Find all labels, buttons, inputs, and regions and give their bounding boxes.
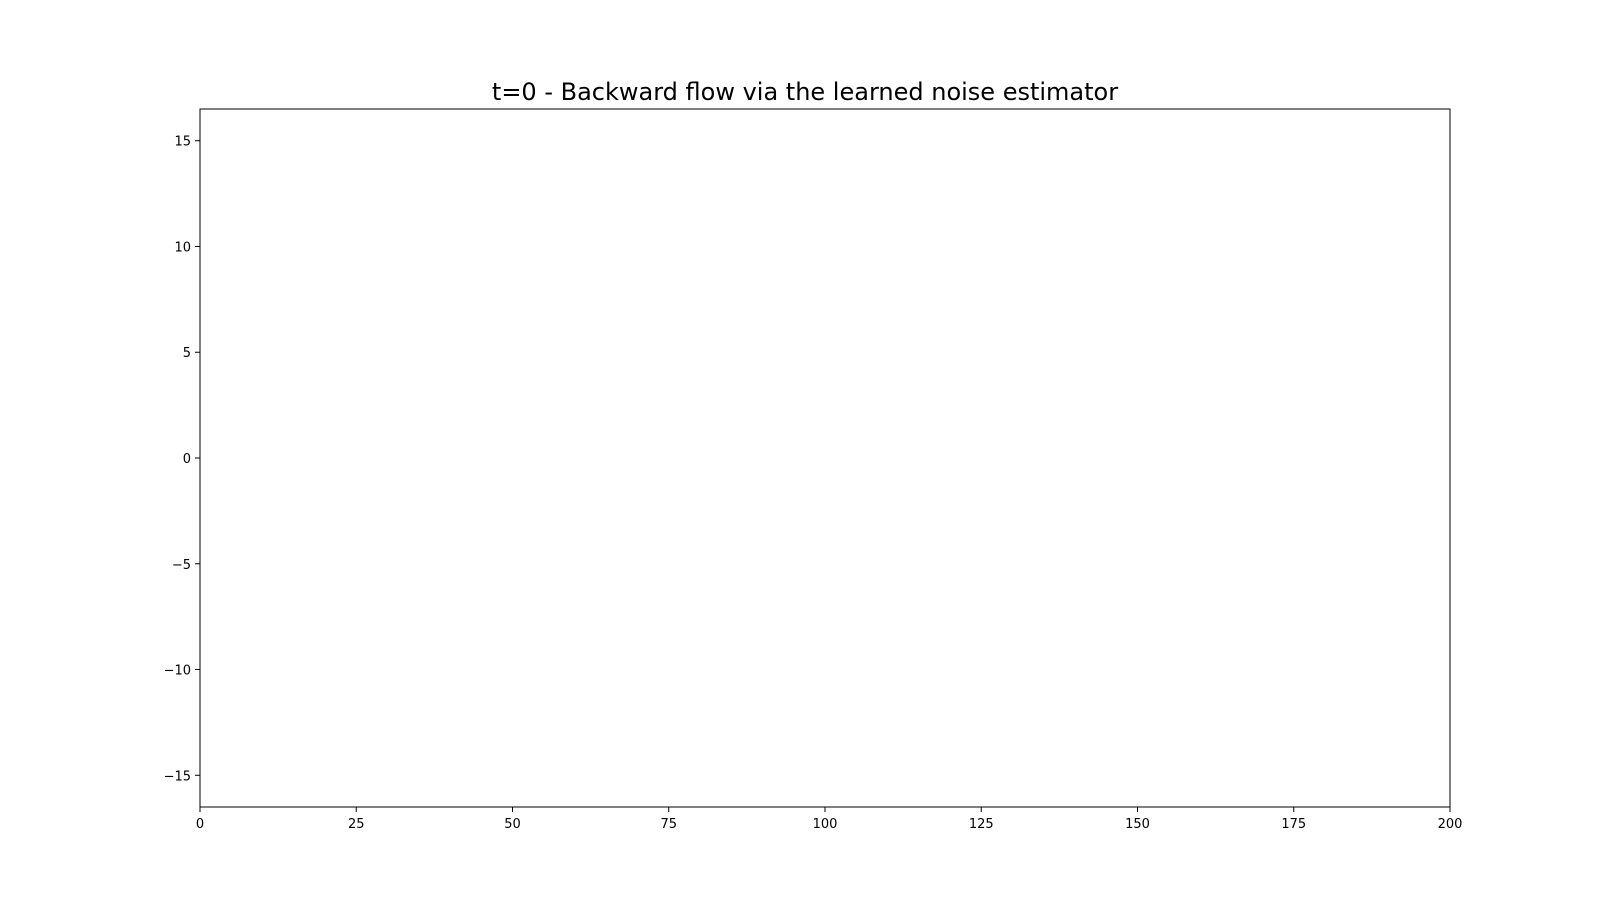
x-tick-label: 25 (348, 817, 365, 832)
chart-title: t=0 - Backward flow via the learned nois… (492, 78, 1118, 106)
x-axis: 0 25 50 75 100 125 150 175 200 (196, 807, 1463, 832)
y-tick-label: 0 (183, 452, 191, 467)
x-tick-label: 75 (660, 817, 677, 832)
y-tick-label: −15 (164, 769, 191, 784)
plot-area (199, 108, 1451, 808)
y-tick-label: 15 (174, 135, 191, 150)
x-tick-label: 0 (196, 817, 204, 832)
x-tick-label: 100 (813, 817, 838, 832)
y-tick-label: 10 (174, 240, 191, 255)
y-axis: −15 −10 −5 0 5 10 15 (164, 135, 200, 784)
x-tick-label: 150 (1125, 817, 1150, 832)
x-tick-label: 125 (969, 817, 994, 832)
x-tick-label: 175 (1281, 817, 1306, 832)
y-tick-label: 5 (183, 346, 191, 361)
x-tick-label: 200 (1438, 817, 1463, 832)
x-tick-label: 50 (504, 817, 521, 832)
y-tick-label: −10 (164, 664, 191, 679)
y-tick-label: −5 (172, 558, 191, 573)
axes-frame (199, 108, 1451, 808)
